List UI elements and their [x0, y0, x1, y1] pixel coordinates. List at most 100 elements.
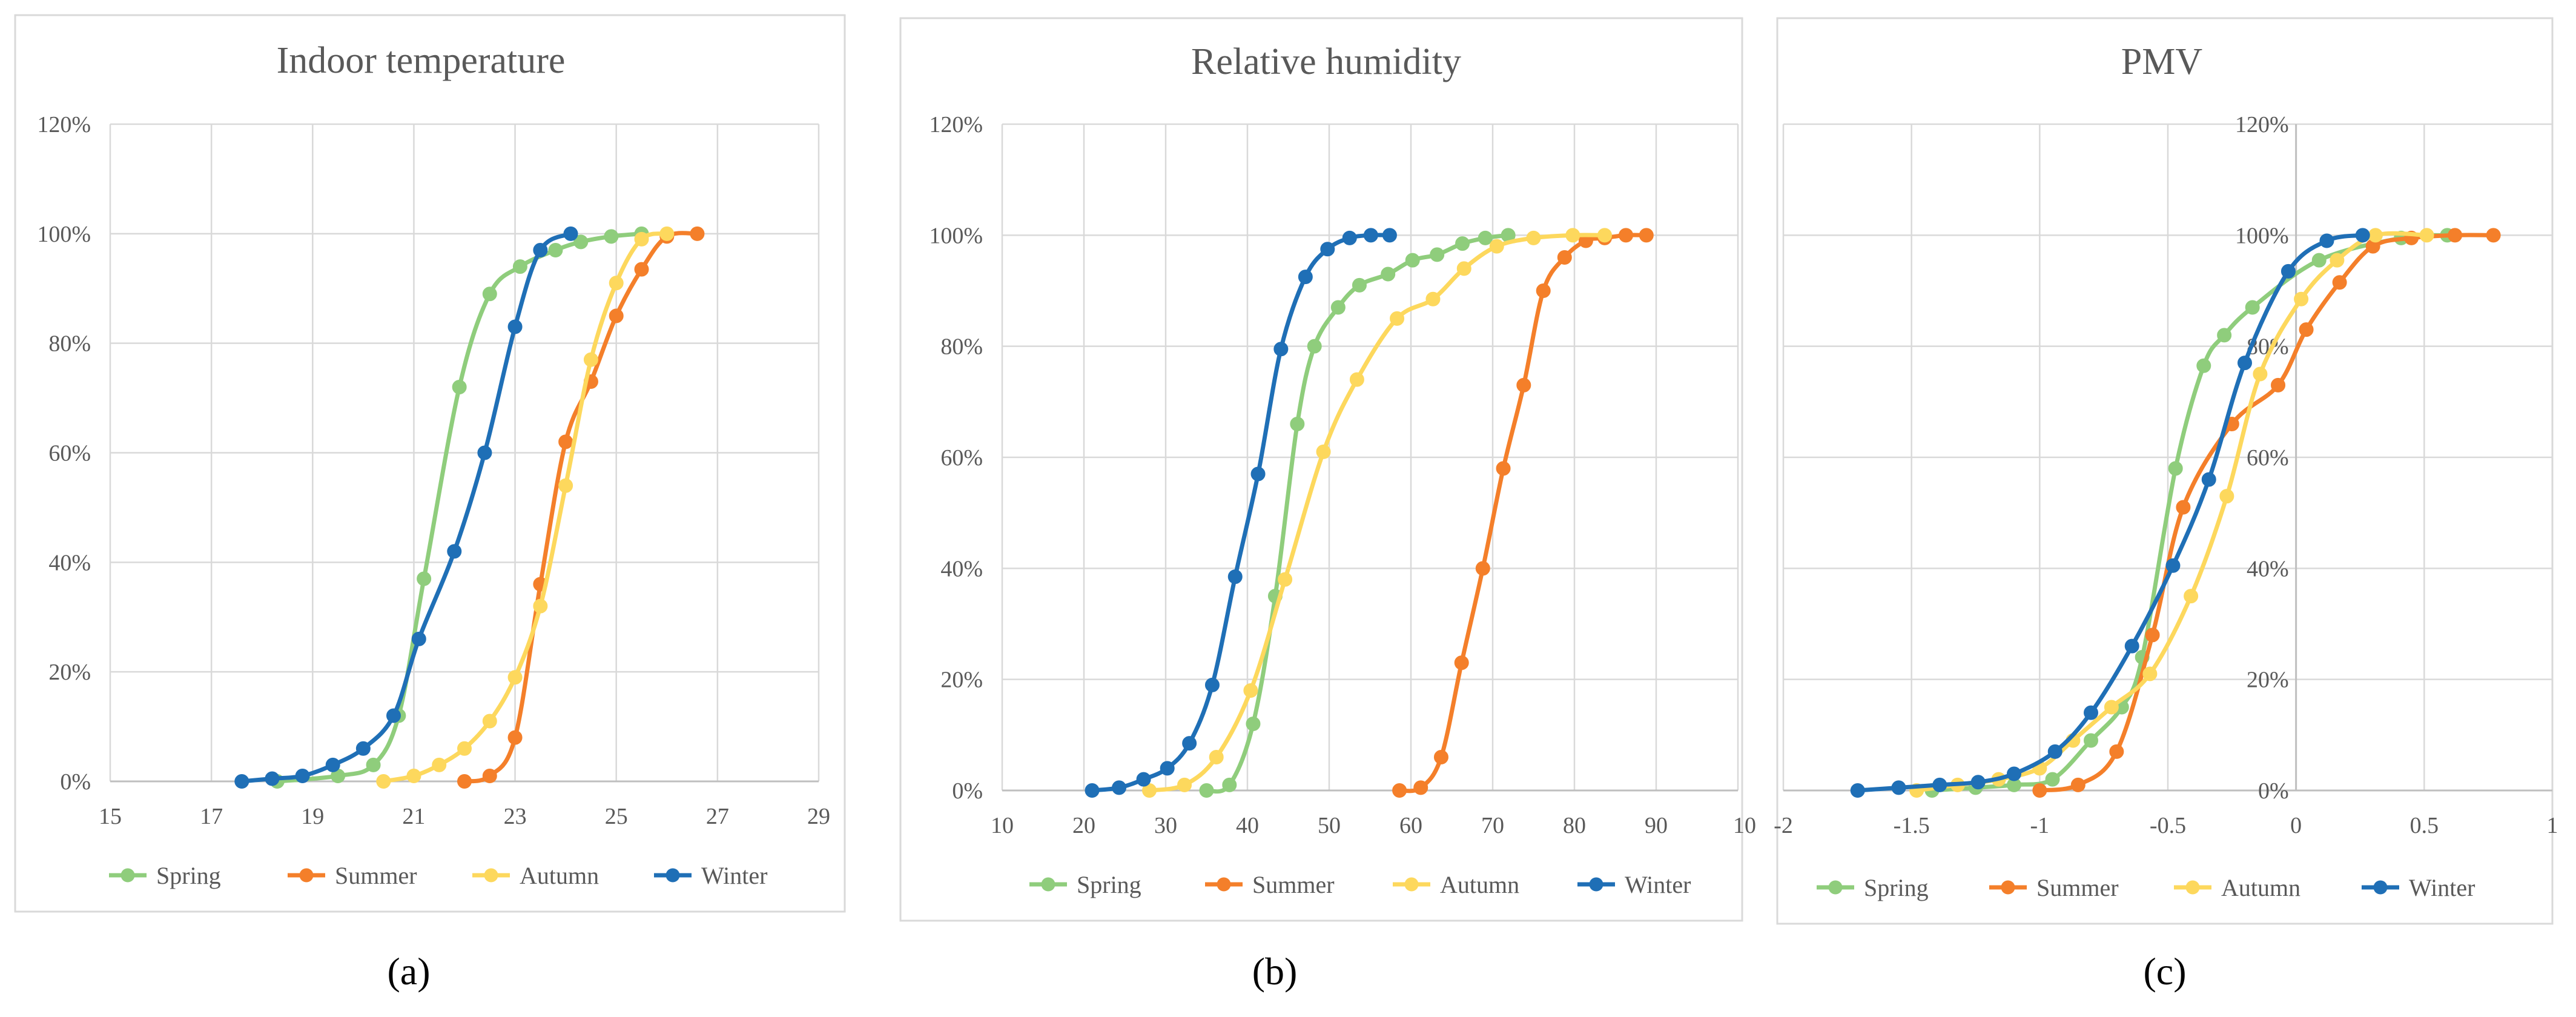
data-point: [457, 774, 472, 789]
data-point: [1352, 277, 1367, 293]
panel-caption: (b): [1252, 950, 1298, 993]
data-point: [2294, 291, 2309, 306]
legend: Spring Summer Autumn Winter: [1029, 871, 1691, 898]
y-tick-label: 0%: [952, 778, 983, 804]
legend-marker: [1828, 880, 1843, 895]
x-tick-label: -0.5: [2150, 813, 2186, 838]
series-line: [1397, 233, 1649, 793]
data-point: [2271, 377, 2286, 393]
data-point: [563, 226, 578, 241]
data-point: [1526, 230, 1541, 245]
data-point: [1557, 250, 1572, 265]
data-point: [1199, 783, 1214, 798]
series-summer: [457, 226, 705, 789]
y-tick-label: 80%: [48, 331, 91, 357]
data-point: [1182, 736, 1197, 751]
data-point: [234, 774, 249, 789]
data-point: [386, 708, 401, 723]
data-point: [1290, 417, 1305, 431]
legend: Spring Summer Autumn Winter: [109, 862, 767, 889]
x-tick-label: 50: [1318, 813, 1341, 838]
data-point: [1455, 236, 1470, 251]
legend-marker: [121, 868, 135, 883]
data-point: [1456, 261, 1471, 276]
chart-frame: [1776, 17, 2554, 925]
x-tick-label: -2: [1774, 813, 1793, 838]
data-point: [1085, 783, 1100, 798]
data-point: [1454, 655, 1469, 671]
data-point: [1405, 253, 1420, 268]
data-point: [2201, 472, 2216, 487]
chart-title: Relative humidity: [1191, 41, 1461, 82]
data-point: [457, 741, 472, 756]
y-tick-label: 80%: [940, 334, 983, 360]
series-spring: [1199, 228, 1516, 798]
y-tick-label: 20%: [48, 660, 91, 685]
data-point: [265, 771, 280, 786]
data-point: [417, 571, 432, 586]
data-point: [2332, 275, 2347, 290]
data-point: [604, 229, 619, 244]
y-tick-label: 120%: [929, 112, 983, 137]
legend-label: Autumn: [1440, 871, 1519, 898]
y-tick-label: 40%: [48, 550, 91, 575]
y-tick-label: 100%: [929, 223, 983, 248]
data-point: [533, 242, 548, 257]
data-point: [1246, 717, 1261, 731]
data-point: [1565, 228, 1580, 243]
data-point: [376, 774, 391, 789]
data-point: [1390, 311, 1405, 326]
chart-title: Indoor temperature: [277, 40, 566, 81]
data-point: [2319, 233, 2334, 248]
data-point: [1639, 228, 1654, 243]
data-point: [432, 757, 447, 772]
y-tick-label: 0%: [2258, 778, 2289, 804]
y-tick-label: 20%: [2247, 668, 2289, 693]
data-point: [2109, 744, 2124, 759]
x-tick-label: 30: [1154, 813, 1177, 838]
data-point: [1349, 372, 1364, 387]
data-point: [1320, 242, 1335, 257]
data-point: [1496, 461, 1511, 476]
data-point: [2084, 705, 2098, 720]
data-point: [2070, 777, 2086, 792]
data-point: [2168, 461, 2183, 476]
data-point: [634, 231, 649, 247]
chart-title: PMV: [2121, 41, 2203, 82]
data-point: [1413, 780, 1428, 795]
data-point: [1222, 777, 1237, 792]
data-point: [2047, 744, 2062, 759]
series-summer: [1392, 228, 1654, 798]
x-tick-label: 10: [1733, 813, 1756, 838]
panel-caption: (c): [2143, 950, 2186, 993]
series-line: [1090, 233, 1392, 793]
data-point: [1619, 228, 1634, 243]
data-point: [406, 768, 421, 783]
series-winter: [234, 226, 578, 789]
data-point: [2142, 666, 2158, 681]
chart-frame: [899, 17, 1743, 922]
data-point: [2419, 228, 2434, 243]
data-point: [659, 226, 675, 241]
data-point: [1597, 228, 1612, 243]
data-point: [1278, 572, 1293, 587]
data-point: [1891, 780, 1906, 795]
x-tick-label: 17: [200, 804, 223, 829]
data-point: [1227, 569, 1243, 585]
data-point: [2237, 356, 2252, 371]
data-point: [1516, 377, 1531, 393]
data-point: [2311, 253, 2327, 268]
data-point: [573, 234, 589, 250]
data-point: [1433, 750, 1448, 764]
data-point: [690, 226, 705, 241]
data-point: [507, 670, 523, 685]
legend: Spring Summer Autumn Winter: [1817, 874, 2475, 901]
data-point: [2007, 766, 2021, 781]
data-point: [1478, 230, 1493, 245]
x-tick-label: 80: [1563, 813, 1586, 838]
chart-panel-2: Relative humidity 0% 20% 40% 60% 80% 100% 120% 1…: [899, 17, 1756, 993]
data-point: [507, 730, 523, 745]
legend-marker: [299, 868, 314, 883]
legend-label: Winter: [701, 862, 767, 889]
